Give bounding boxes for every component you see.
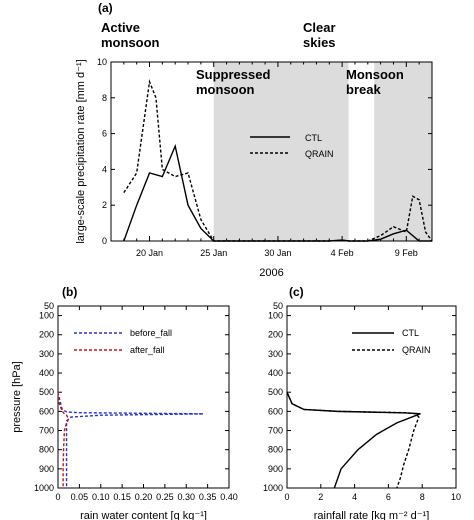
y-tick-label: 6	[102, 129, 107, 139]
y-tick-label: 1000	[34, 483, 54, 493]
y-tick-label: 900	[268, 464, 283, 474]
y-tick-label: 800	[39, 445, 54, 455]
x-tick-label: 0.05	[71, 492, 89, 502]
x-tick-label: 0	[55, 492, 60, 502]
annotation: Suppressed monsoon	[196, 67, 270, 97]
panel-c-x-axis-label: rainfall rate [kg m⁻² d⁻¹]	[314, 510, 430, 520]
x-tick-label: 0.30	[177, 492, 195, 502]
legend-label-after-fall: after_fall	[130, 345, 165, 355]
y-tick-label: 600	[268, 406, 283, 416]
y-tick-label: 500	[268, 387, 283, 397]
panel-a-label: (a)	[98, 1, 113, 15]
x-tick-label: 9 Feb	[395, 248, 418, 258]
panel-a-y-axis-label: large-scale precipitation rate [mm d⁻¹]	[75, 59, 87, 243]
y-tick-label: 800	[268, 445, 283, 455]
series-line-qrain	[286, 391, 420, 489]
y-tick-label: 500	[39, 387, 54, 397]
panel-b-label: (b)	[62, 285, 77, 299]
x-tick-label: 0.25	[156, 492, 174, 502]
y-tick-label: 8	[102, 93, 107, 103]
y-tick-label: 400	[39, 368, 54, 378]
y-tick-label: 600	[39, 406, 54, 416]
y-tick-label: 200	[39, 330, 54, 340]
legend-label-qrain: QRAIN	[305, 149, 334, 159]
x-tick-label: 2	[318, 492, 323, 502]
x-tick-label: 0	[284, 492, 289, 502]
panel-a: (a) Active monsoon Clear skies Suppressed mon…	[75, 1, 433, 279]
panel-c-frame	[286, 305, 457, 489]
y-tick-label: 50	[273, 301, 283, 311]
y-tick-label: 50	[44, 301, 54, 311]
y-tick-label: 700	[268, 426, 283, 436]
series-line-ctl	[286, 391, 421, 489]
y-tick-label: 300	[268, 349, 283, 359]
x-tick-label: 20 Jan	[136, 248, 163, 258]
panel-b-y-axis-label: pressure [hPa]	[11, 361, 23, 433]
y-tick-label: 900	[39, 464, 54, 474]
series-line-before-fall	[57, 392, 204, 488]
x-tick-label: 0.10	[92, 492, 110, 502]
legend-label-ctl: CTL	[305, 133, 322, 143]
annotation: Active monsoon	[101, 20, 160, 50]
y-tick-label: 700	[39, 426, 54, 436]
y-tick-label: 300	[39, 349, 54, 359]
y-tick-label: 1000	[263, 483, 283, 493]
y-tick-label: 100	[268, 311, 283, 321]
y-tick-label: 0	[102, 236, 107, 246]
y-tick-label: 400	[268, 368, 283, 378]
annotation: Monsoon break	[346, 67, 404, 97]
x-tick-label: 0.20	[135, 492, 153, 502]
annotation: Clear skies	[303, 20, 336, 50]
x-tick-label: 0.40	[220, 492, 238, 502]
legend-label-ctl: CTL	[402, 328, 419, 338]
x-tick-label: 25 Jan	[200, 248, 227, 258]
x-tick-label: 4	[352, 492, 357, 502]
y-tick-label: 4	[102, 164, 107, 174]
y-tick-label: 2	[102, 200, 107, 210]
shaded-period	[374, 62, 432, 241]
x-tick-label: 30 Jan	[264, 248, 291, 258]
x-tick-label: 4 Feb	[331, 248, 354, 258]
x-tick-label: 8	[420, 492, 425, 502]
y-tick-label: 100	[39, 311, 54, 321]
x-tick-label: 0.15	[113, 492, 131, 502]
y-tick-label: 10	[97, 57, 107, 67]
x-tick-label: 0.35	[199, 492, 217, 502]
panel-a-x-axis-label: 2006	[259, 267, 283, 279]
panel-b-x-axis-label: rain water content [g kg⁻¹]	[80, 510, 207, 520]
legend-label-before-fall: before_fall	[130, 328, 172, 338]
shaded-period	[213, 62, 349, 241]
x-tick-label: 6	[386, 492, 391, 502]
panel-c-label: (c)	[289, 285, 304, 299]
series-line-qrain	[123, 78, 433, 242]
y-tick-label: 200	[268, 330, 283, 340]
legend-label-qrain: QRAIN	[402, 345, 431, 355]
x-tick-label: 10	[451, 492, 461, 502]
series-line-after-fall	[57, 392, 70, 488]
